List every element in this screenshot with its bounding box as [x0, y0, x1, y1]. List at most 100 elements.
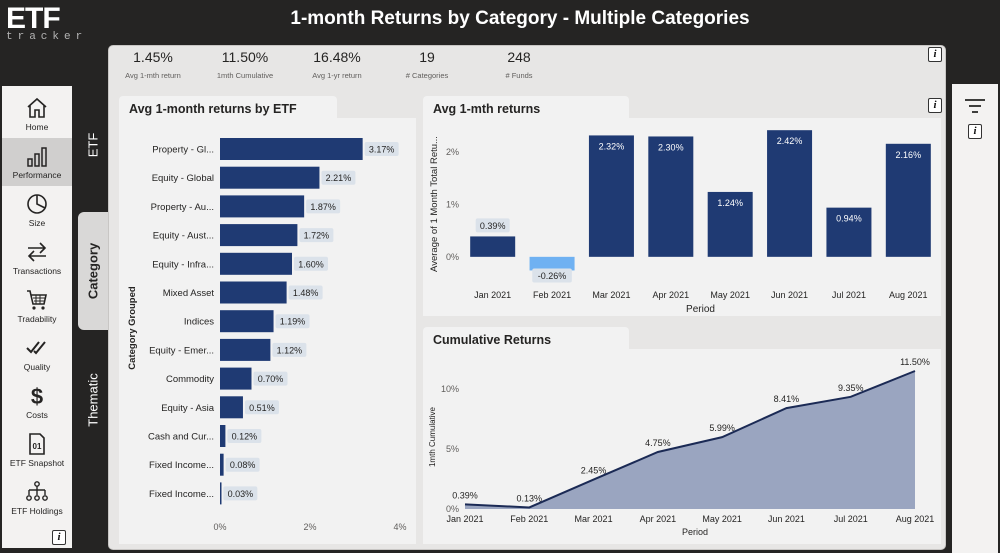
- cumulative-chart-ylabel: 1mth Cumulative: [428, 406, 437, 467]
- nav-etf-holdings[interactable]: ETF Holdings: [2, 474, 72, 522]
- monthly-bar: [707, 191, 753, 257]
- etf-bar: [220, 224, 298, 247]
- etf-category-label: Equity - Global: [152, 173, 214, 184]
- kpi-value: 248: [507, 49, 531, 65]
- etf-data-label: 0.70%: [258, 374, 284, 384]
- monthly-x-tick-label: Jan 2021: [474, 290, 511, 300]
- cumulative-x-tick-label: May 2021: [702, 514, 742, 524]
- kpi-info-icon[interactable]: i: [928, 47, 942, 62]
- monthly-bar: [885, 143, 931, 257]
- etf-data-label: 1.87%: [310, 202, 336, 212]
- nav-tradability[interactable]: Tradability: [2, 282, 72, 330]
- etf-data-label: 0.03%: [228, 489, 254, 499]
- etf-data-label: 3.17%: [369, 145, 395, 155]
- etf-data-label-bg: [321, 170, 356, 185]
- etf-data-label-bg: [288, 285, 323, 300]
- monthly-bar-chart: Average of 1 Month Total Retu... 0% 1% 2% 0.…: [429, 130, 931, 315]
- nav-label: Quality: [23, 362, 51, 372]
- page-title: 1-month Returns by Category - Multiple C…: [290, 8, 750, 29]
- monthly-data-label: 0.39%: [480, 221, 506, 231]
- etf-bar-card: Category Grouped Property - Gl... 3.17% Equ…: [119, 118, 416, 544]
- etf-data-label-bg: [253, 371, 288, 386]
- nav-etf-snapshot[interactable]: 01 ETF Snapshot: [2, 426, 72, 474]
- kpi-label: # Funds: [505, 71, 533, 80]
- nav-label: Tradability: [17, 314, 57, 324]
- svg-text:$: $: [31, 384, 43, 408]
- nav-info-icon[interactable]: i: [52, 530, 66, 545]
- etf-category-label: Commodity: [166, 374, 214, 385]
- etf-bar: [220, 166, 320, 189]
- etf-chart-ylabel: Category Grouped: [127, 286, 138, 370]
- kpi-categories: 19 # Categories: [382, 49, 472, 80]
- etf-category-label: Fixed Income...: [149, 489, 214, 500]
- etf-category-label: Fixed Income...: [149, 460, 214, 471]
- nav-quality[interactable]: Quality: [2, 330, 72, 378]
- kpi-label: 1mth Cumulative: [216, 71, 274, 80]
- tab-thematic[interactable]: Thematic: [78, 340, 108, 460]
- filter-info-icon[interactable]: i: [968, 124, 982, 139]
- monthly-x-tick-label: Feb 2021: [533, 290, 571, 300]
- kpi-avg-1yr-return: 16.48% Avg 1-yr return: [292, 49, 382, 80]
- nav-performance[interactable]: Performance: [2, 138, 72, 186]
- kpi-value: 11.50%: [221, 49, 269, 65]
- etf-bar: [220, 425, 226, 447]
- nav-transactions[interactable]: Transactions: [2, 234, 72, 282]
- etf-data-label-bg: [364, 142, 399, 156]
- home-icon: [27, 97, 47, 118]
- etf-bar: [220, 367, 252, 390]
- nav-costs[interactable]: $ Costs: [2, 378, 72, 426]
- cumulative-data-label: 8.41%: [774, 394, 800, 404]
- kpi-label: Avg 1-yr return: [312, 71, 362, 80]
- nav-label: Transactions: [12, 266, 62, 276]
- tab-etf[interactable]: ETF: [78, 95, 108, 195]
- monthly-bar: [529, 256, 575, 271]
- tab-category[interactable]: Category: [78, 212, 108, 330]
- etf-data-label-bg: [294, 256, 328, 271]
- monthly-bar: [588, 135, 634, 257]
- etf-data-label-bg: [225, 457, 260, 472]
- filter-icon[interactable]: [965, 98, 985, 114]
- monthly-info-icon[interactable]: i: [928, 98, 942, 113]
- monthly-data-label: 2.42%: [777, 136, 803, 146]
- etf-x-tick-label: 0%: [213, 522, 226, 532]
- monthly-x-tick-label: Mar 2021: [592, 290, 630, 300]
- etf-category-label: Equity - Infra...: [152, 259, 214, 270]
- etf-data-label: 2.21%: [326, 173, 352, 183]
- monthly-bar: [648, 136, 694, 257]
- cumulative-card-title: Cumulative Returns: [423, 327, 629, 353]
- kpi-label: # Categories: [405, 71, 449, 80]
- nav-size[interactable]: Size: [2, 186, 72, 234]
- etf-category-label: Equity - Emer...: [149, 345, 214, 356]
- monthly-data-label: 1.24%: [717, 198, 743, 208]
- etf-bar: [220, 138, 363, 160]
- etf-bar: [220, 281, 287, 304]
- nav-label: ETF Snapshot: [9, 458, 65, 468]
- etf-bar: [220, 482, 222, 505]
- etf-data-label: 0.51%: [249, 403, 275, 413]
- right-filter-panel: i: [952, 84, 998, 553]
- nav-home[interactable]: Home: [2, 90, 72, 138]
- tab-thematic-label: Thematic: [85, 373, 101, 427]
- nav-label: ETF Holdings: [11, 506, 63, 516]
- kpi-label: Avg 1-mth return: [125, 71, 181, 80]
- svg-text:ETF: ETF: [6, 4, 60, 30]
- cumulative-x-tick-label: Aug 2021: [896, 514, 935, 524]
- bar-chart-icon: [27, 147, 47, 167]
- cumulative-area-chart: 1mth Cumulative 0% 5% 10% 0.39% Jan 2021 0.13%…: [428, 357, 935, 537]
- etf-bar: [220, 195, 305, 218]
- nav-label: Costs: [26, 410, 48, 420]
- cumulative-data-label: 4.75%: [645, 438, 671, 448]
- monthly-chart-xlabel: Period: [686, 304, 715, 315]
- checkmarks-icon: [26, 341, 46, 355]
- monthly-x-tick-label: Jul 2021: [832, 290, 866, 300]
- kpi-value: 19: [419, 49, 435, 65]
- etf-data-label-bg: [223, 486, 258, 501]
- monthly-bar: [470, 236, 516, 257]
- monthly-data-label-bg: [475, 218, 510, 233]
- monthly-data-label: 2.16%: [896, 150, 922, 160]
- etf-category-label: Property - Au...: [151, 202, 214, 213]
- tab-category-label: Category: [85, 242, 101, 300]
- left-nav: Home Performance Size Transactions Trada…: [2, 86, 72, 548]
- etf-x-tick-label: 4%: [393, 522, 406, 532]
- etf-bar: [220, 252, 292, 275]
